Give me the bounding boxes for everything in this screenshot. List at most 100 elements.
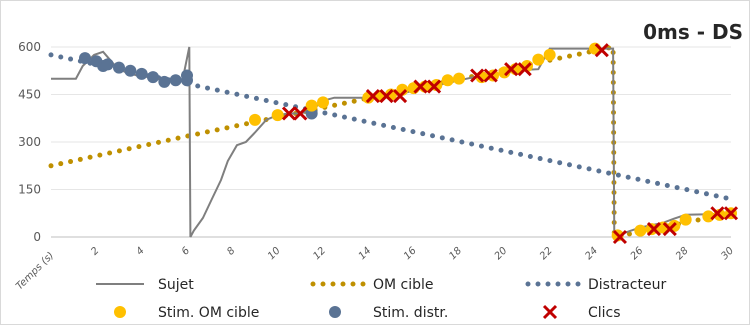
legend-label: Clics: [588, 305, 621, 321]
clic-point: [281, 106, 297, 121]
clic-stroke: [427, 79, 442, 94]
stim-distr-point: [181, 69, 193, 82]
clic-point: [427, 79, 442, 94]
stim-om-cible-point: [543, 48, 556, 61]
clic-point: [293, 106, 308, 121]
x-axis-label: Temps (s): [14, 250, 56, 292]
legend-item: OM cible: [310, 277, 434, 293]
clic-stroke: [393, 89, 408, 104]
legend-item: Stim. OM cible: [114, 305, 259, 321]
x-tick-label: 4: [135, 245, 147, 257]
legend-label: Stim. OM cible: [158, 305, 259, 321]
x-tick-label: 26: [629, 245, 646, 262]
clic-stroke: [723, 206, 739, 221]
legend-label: Stim. distr.: [373, 305, 448, 321]
stim-om-cible-point: [702, 210, 715, 223]
stim-om-cible-point: [249, 113, 261, 126]
stim-distr-point: [124, 64, 137, 77]
stim-om-cible-point: [441, 74, 454, 87]
gridlines: [51, 46, 731, 190]
legend-swatch: [329, 306, 341, 318]
legend-swatch: [542, 304, 558, 320]
stim-om-cible-point: [498, 66, 511, 79]
clic-stroke: [504, 62, 519, 77]
legend-item: Stim. distr.: [329, 305, 448, 321]
clic-point: [662, 222, 677, 237]
stim-om-cible-point: [317, 96, 329, 109]
clic-point: [594, 43, 609, 58]
clic-point: [646, 222, 661, 237]
stim-om-cible-point: [453, 72, 465, 85]
y-tick-label: 300: [18, 135, 41, 149]
legend-item: Sujet: [96, 277, 194, 293]
legend-label: Sujet: [158, 277, 194, 293]
distracteur-line: [48, 52, 734, 202]
x-tick-label: 6: [180, 245, 192, 257]
clic-stroke: [413, 79, 428, 94]
clic-point: [612, 229, 627, 245]
clic-stroke: [517, 62, 532, 77]
legend-swatch: [114, 306, 126, 318]
legend-label: OM cible: [373, 277, 434, 293]
clic-stroke: [483, 68, 498, 83]
x-tick-label: 20: [493, 245, 510, 262]
legend-item: Clics: [542, 304, 621, 321]
clic-stroke: [293, 106, 308, 121]
x-tick-label: 22: [538, 245, 555, 262]
x-tick-label: 2: [89, 245, 101, 257]
clic-point: [483, 68, 498, 83]
clic-stroke: [710, 206, 725, 221]
clic-point: [710, 206, 725, 221]
stim-distr-point: [113, 61, 125, 74]
clic-stroke: [662, 222, 677, 237]
clic-point: [413, 79, 428, 94]
stim-om-cible-point: [271, 109, 284, 122]
clic-stroke: [594, 43, 609, 58]
series: [48, 42, 739, 245]
stim-distr-point: [158, 75, 171, 88]
y-tick-label: 450: [18, 88, 41, 102]
x-tick-label: 14: [357, 245, 374, 262]
stim-om-cible-point: [645, 223, 658, 236]
clic-point: [723, 206, 739, 221]
y-tick-label: 600: [18, 40, 41, 54]
x-tick-label: 16: [402, 245, 419, 262]
x-tick-label: 24: [583, 245, 600, 262]
clic-point: [470, 68, 485, 83]
x-tick-labels: 2 4 6 8 10 12 14 16 18 20 22 24 26 28 30: [89, 245, 736, 262]
clic-point: [365, 89, 380, 104]
clic-point: [504, 62, 519, 77]
clic-point: [393, 89, 408, 104]
stim-distr-point: [101, 58, 114, 71]
stim-om-cible-point: [305, 99, 318, 112]
stim-om-cible-point: [487, 69, 499, 82]
stim-distr-point: [79, 52, 91, 65]
clic-stroke: [646, 222, 661, 237]
clic-stroke: [281, 106, 297, 121]
clic-stroke: [612, 229, 627, 245]
x-tick-label: 10: [266, 245, 283, 262]
clic-stroke: [379, 89, 394, 104]
y-tick-labels: 0 150 300 450 600: [18, 40, 41, 244]
x-tick-label: 18: [447, 245, 464, 262]
clic-point: [517, 62, 532, 77]
chart-title: 0ms - DS: [643, 20, 743, 44]
y-tick-label: 0: [33, 230, 41, 244]
y-tick-label: 150: [18, 183, 41, 197]
x-tick-label: 28: [674, 245, 691, 262]
x-tick-label: 30: [719, 245, 736, 262]
legend: Sujet OM cible Distracteur Stim. OM cible St…: [96, 277, 666, 321]
stim-om-cible-point: [532, 53, 545, 66]
x-tick-label: 12: [311, 245, 328, 262]
clic-stroke: [470, 68, 485, 83]
legend-item: Distracteur: [525, 277, 666, 293]
legend-label: Distracteur: [588, 277, 666, 293]
clic-point: [379, 89, 394, 104]
stim-om-cible-point: [634, 224, 647, 237]
stim-distr-point: [169, 74, 182, 87]
stim-om-cible-point: [679, 213, 692, 226]
stim-distr-point: [147, 71, 159, 84]
x-tick-label: 8: [225, 245, 237, 257]
